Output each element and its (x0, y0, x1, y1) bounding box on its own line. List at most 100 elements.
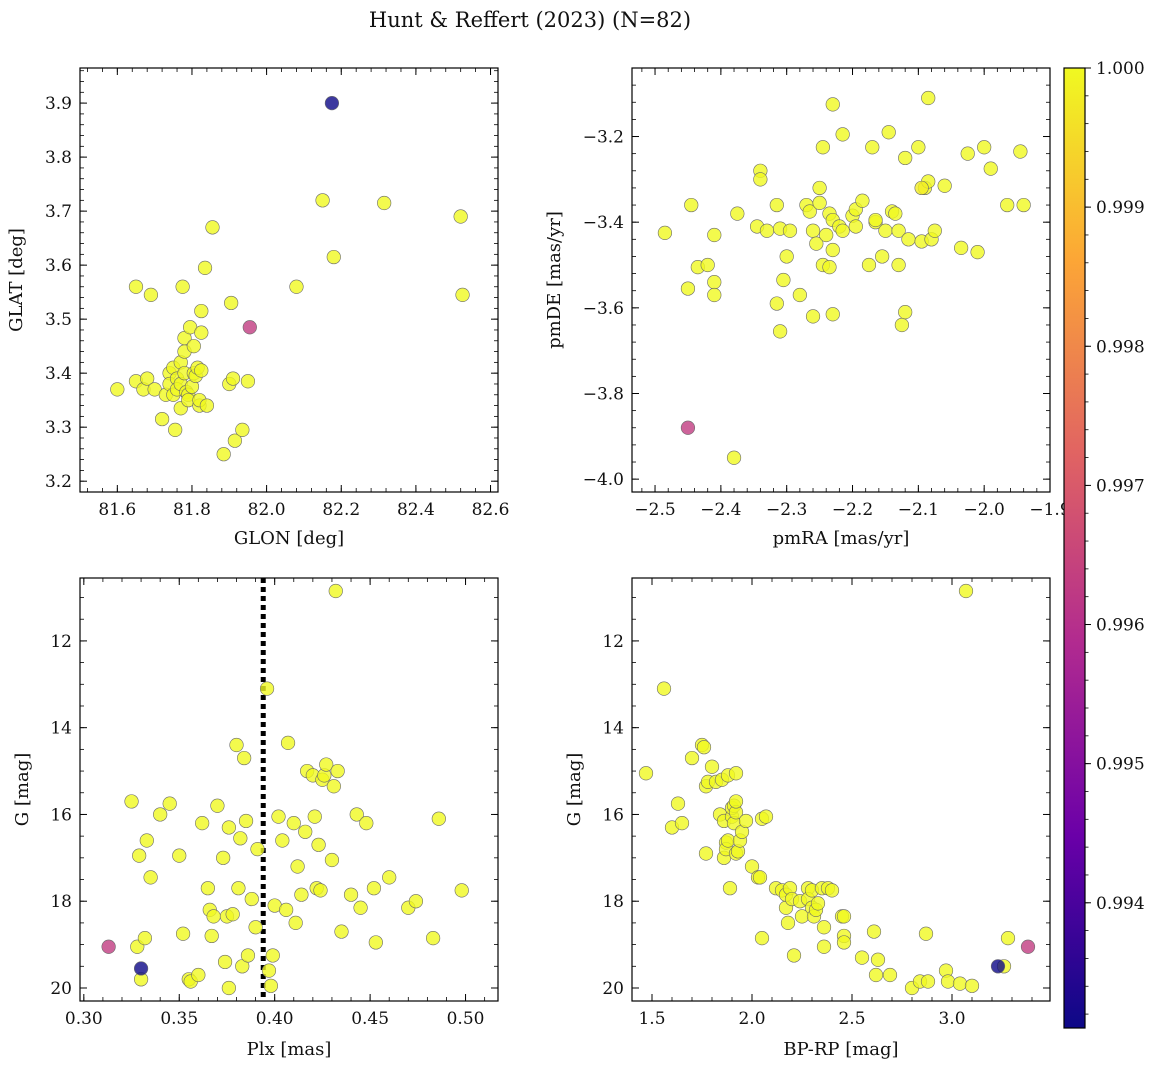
data-point (720, 833, 736, 848)
data-point (235, 422, 250, 437)
x-tick-label: 1.5 (638, 1009, 665, 1029)
x-tick-label: 81.8 (173, 500, 211, 520)
data-point (289, 279, 304, 294)
data-point (206, 909, 221, 924)
x-tick-label: 82.4 (397, 500, 435, 520)
data-point (707, 227, 722, 243)
data-point (298, 824, 313, 839)
data-point (700, 257, 715, 273)
data-point-low-prob (101, 939, 116, 954)
colorbar-tick-label: 0.995 (1096, 755, 1145, 775)
x-tick-label: 3.0 (938, 1009, 965, 1029)
data-point (670, 796, 686, 811)
data-point (960, 146, 975, 161)
data-point (1016, 197, 1031, 213)
data-point (328, 583, 343, 599)
x-tick-label: −2.0 (964, 500, 1005, 520)
data-point (674, 816, 690, 831)
data-point (638, 766, 654, 781)
data-point (865, 140, 880, 155)
data-point (848, 219, 863, 234)
data-point (816, 920, 832, 935)
points-layer (638, 583, 1036, 996)
data-point (792, 287, 807, 303)
data-point (334, 924, 349, 939)
y-tick-label: 3.5 (45, 310, 72, 330)
data-point (802, 204, 817, 219)
y-tick-label: 14 (602, 719, 624, 739)
data-point (263, 978, 278, 993)
data-point (977, 140, 992, 155)
data-point (728, 794, 744, 809)
data-point (140, 371, 155, 386)
y-tick-label: −3.2 (583, 128, 624, 148)
data-point (453, 209, 468, 224)
data-point (175, 279, 190, 294)
data-point (835, 127, 850, 142)
y-tick-label: 16 (50, 805, 72, 825)
x-tick-label: −2.1 (898, 500, 939, 520)
data-point (315, 193, 330, 208)
data-point (290, 859, 305, 874)
y-tick-label: 3.3 (45, 418, 72, 438)
data-point (216, 850, 231, 865)
data-point (738, 813, 754, 829)
y-tick-label: 3.7 (45, 202, 72, 222)
data-point (261, 963, 277, 978)
data-point (822, 260, 837, 275)
data-point (920, 974, 936, 989)
data-point (898, 150, 913, 166)
y-tick-label: 20 (602, 979, 624, 999)
data-point (854, 950, 870, 965)
data-point (221, 820, 236, 835)
data-point (684, 197, 699, 213)
data-point (836, 935, 852, 950)
chart-title: Hunt & Reffert (2023) (N=82) (369, 8, 691, 32)
data-point (753, 172, 768, 187)
data-point (824, 883, 840, 898)
y-tick-label: 12 (602, 632, 624, 652)
data-point (240, 948, 256, 963)
data-point (205, 220, 220, 235)
y-axis-label: G [mag] (12, 753, 33, 826)
data-point (233, 831, 248, 846)
data-point (952, 976, 968, 991)
data-point (224, 295, 239, 311)
data-point (155, 411, 170, 427)
data-point (408, 894, 424, 909)
panel-glon-glat: 81.6 81.8 82.0 82.2 82.4 82.6 3.2 3.3 3.4 3.5 3.6 3… (6, 67, 509, 549)
data-point (227, 433, 242, 448)
data-point (225, 371, 241, 386)
data-point (124, 794, 139, 809)
x-axis-label: Plx [mas] (247, 1039, 332, 1060)
y-tick-label: 16 (602, 805, 624, 825)
x-tick-label: 82.2 (322, 500, 360, 520)
data-point (377, 195, 392, 211)
data-point (194, 303, 209, 319)
colorbar-tick-label: 0.994 (1096, 894, 1145, 914)
data-point (368, 935, 383, 950)
data-point (891, 223, 906, 238)
y-tick-label: 3.4 (45, 364, 72, 384)
data-point (240, 374, 256, 389)
x-tick-label: −2.4 (700, 500, 741, 520)
data-point (426, 930, 441, 946)
x-tick-label: 0.30 (65, 1009, 103, 1029)
data-point (204, 928, 219, 944)
data-point (657, 225, 673, 240)
data-point (696, 740, 712, 755)
data-point (759, 223, 775, 238)
data-point-low-prob (242, 320, 257, 335)
data-point (875, 249, 890, 264)
data-point (244, 891, 259, 907)
data-point (805, 223, 821, 238)
data-point (958, 583, 974, 599)
data-point (366, 881, 382, 896)
data-point (779, 249, 794, 264)
data-point (186, 339, 201, 354)
data-point (1013, 144, 1028, 159)
data-point (825, 97, 840, 112)
data-point (313, 883, 328, 898)
data-point-low-prob (914, 180, 929, 196)
